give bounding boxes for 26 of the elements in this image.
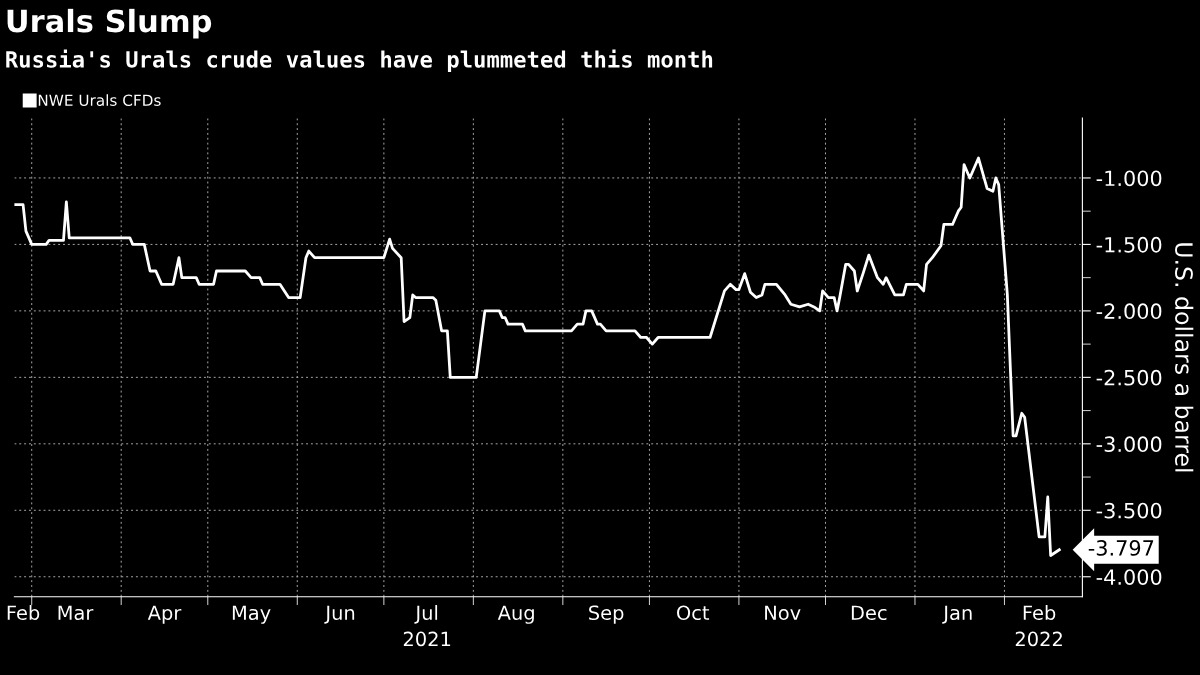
y-tick-label: -2.500 <box>1096 369 1162 386</box>
y-axis-title: U.S. dollars a barrel <box>1175 243 1194 472</box>
x-tick-label: Apr <box>147 605 182 624</box>
x-tick-label: May <box>232 605 271 624</box>
y-tick-label: -2.000 <box>1096 303 1162 320</box>
y-tick-label: -3.500 <box>1096 502 1162 519</box>
x-tick-label: Jun <box>324 605 355 624</box>
x-tick-label: Mar <box>58 605 94 621</box>
x-tick-label: Sep <box>589 605 624 624</box>
chart-subtitle: Russia's Urals crude values have plummeted this month <box>6 49 713 73</box>
x-tick-label: Nov <box>765 605 801 621</box>
x-tick-label: Feb 2022 <box>1015 605 1062 647</box>
x-tick-label: Jul 2021 <box>403 605 451 647</box>
x-tick-label: Aug <box>497 605 534 624</box>
x-tick-label: Oct <box>677 605 710 621</box>
y-tick-label: -4.000 <box>1096 569 1162 585</box>
line-series <box>14 156 1061 557</box>
legend-label: NWE Urals CFDs <box>38 94 161 106</box>
x-tick-label: Jan <box>942 605 972 624</box>
y-tick-label: -1.500 <box>1096 236 1162 253</box>
x-tick-label: Dec <box>851 605 887 621</box>
y-tick-label: -1.000 <box>1096 170 1162 187</box>
y-tick-label: -3.000 <box>1096 436 1162 453</box>
x-tick-label: Feb <box>7 605 40 621</box>
chart-title: Urals Slump <box>7 8 212 39</box>
annotation: -3.797 <box>1088 540 1154 556</box>
